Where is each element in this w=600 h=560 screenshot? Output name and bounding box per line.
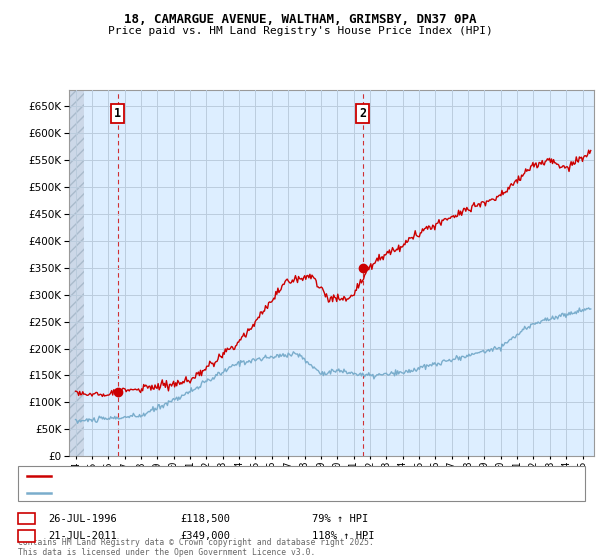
Text: 18, CAMARGUE AVENUE, WALTHAM, GRIMSBY, DN37 0PA (detached house): 18, CAMARGUE AVENUE, WALTHAM, GRIMSBY, D…	[57, 472, 425, 480]
Text: Price paid vs. HM Land Registry's House Price Index (HPI): Price paid vs. HM Land Registry's House …	[107, 26, 493, 36]
Text: £118,500: £118,500	[180, 514, 230, 524]
Text: 79% ↑ HPI: 79% ↑ HPI	[312, 514, 368, 524]
Text: 21-JUL-2011: 21-JUL-2011	[48, 531, 117, 541]
Bar	[69, 90, 84, 456]
Text: 18, CAMARGUE AVENUE, WALTHAM, GRIMSBY, DN37 0PA: 18, CAMARGUE AVENUE, WALTHAM, GRIMSBY, D…	[124, 13, 476, 26]
Text: 2: 2	[23, 531, 29, 541]
Text: £349,000: £349,000	[180, 531, 230, 541]
Text: 118% ↑ HPI: 118% ↑ HPI	[312, 531, 374, 541]
Text: 26-JUL-1996: 26-JUL-1996	[48, 514, 117, 524]
Text: 2: 2	[359, 107, 367, 120]
Text: Contains HM Land Registry data © Crown copyright and database right 2025.
This d: Contains HM Land Registry data © Crown c…	[18, 538, 374, 557]
Text: 1: 1	[23, 514, 29, 524]
Text: HPI: Average price, detached house, North East Lincolnshire: HPI: Average price, detached house, Nort…	[57, 488, 396, 497]
Text: 1: 1	[114, 107, 121, 120]
